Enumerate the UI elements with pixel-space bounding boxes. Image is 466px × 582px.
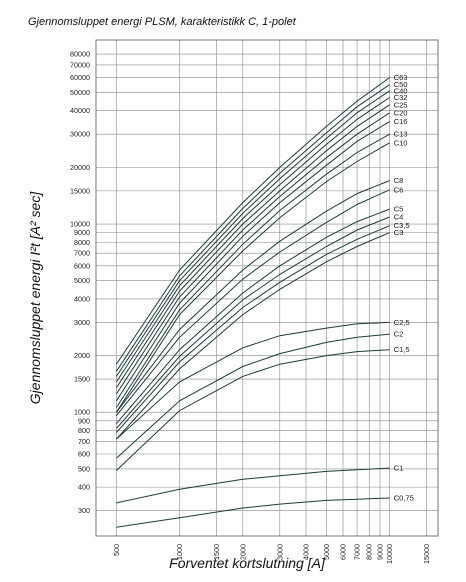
x-tick-label: 1500	[212, 544, 221, 560]
x-tick-label: 4000	[302, 544, 311, 560]
y-tick-label: 8000	[74, 238, 90, 247]
y-tick-label: 2000	[74, 351, 90, 360]
series-label: C63	[394, 73, 408, 82]
y-tick-label: 30000	[70, 130, 90, 139]
y-tick-label: 5000	[74, 276, 90, 285]
x-axis-title: Forventet kortslutning [A]	[169, 555, 326, 571]
series-label: C2,5	[394, 318, 410, 327]
series-line	[116, 216, 390, 429]
x-tick-label: 6000	[339, 544, 348, 560]
y-tick-label: 1500	[74, 375, 90, 384]
y-tick-label: 700	[78, 437, 90, 446]
series-line	[116, 333, 390, 459]
plot-frame	[95, 39, 439, 537]
series-label: C32	[394, 93, 408, 102]
y-tick-label: 10000	[70, 220, 90, 229]
series-line	[115, 104, 390, 388]
y-tick-label: 6000	[74, 261, 90, 270]
y-tick-label: 50000	[70, 88, 90, 97]
y-tick-label: 15000	[70, 186, 90, 195]
series-label: C10	[394, 138, 408, 147]
x-tick-label: 9000	[375, 544, 384, 560]
x-tick-label: 3000	[275, 544, 284, 560]
y-tick-label: 800	[78, 426, 90, 435]
series-line	[116, 232, 390, 440]
series-label: C6	[394, 185, 404, 194]
series-line	[116, 180, 390, 413]
series-label: C20	[394, 108, 408, 117]
series-label: C1,5	[394, 345, 410, 354]
series-line	[115, 84, 390, 372]
x-tick-label: 5000	[322, 544, 331, 560]
series-line	[115, 133, 390, 408]
series-label: C8	[394, 176, 404, 185]
series-label: C1	[394, 464, 404, 473]
series-line	[115, 90, 390, 377]
x-tick-label: 8000	[365, 544, 374, 560]
series-label: C2	[394, 330, 404, 339]
series-line	[115, 77, 390, 365]
y-tick-label: 20000	[70, 163, 90, 172]
x-tick-label: 500	[112, 544, 121, 556]
series-label: C3	[394, 228, 404, 237]
y-tick-label: 4000	[74, 294, 90, 303]
series-label: C16	[394, 117, 408, 126]
y-tick-label: 40000	[70, 106, 90, 115]
y-tick-label: 70000	[70, 60, 90, 69]
series-group	[115, 77, 390, 528]
y-tick-label: 9000	[74, 228, 90, 237]
series-label: C13	[394, 130, 408, 139]
y-tick-label: 1000	[74, 408, 90, 417]
series-label: C4	[394, 212, 404, 221]
y-tick-label: 400	[78, 483, 90, 492]
y-axis-title: Gjennomsluppet energi I²t [A² sec]	[27, 191, 43, 405]
y-tick-label: 7000	[74, 249, 90, 258]
series-line	[115, 112, 390, 395]
series-label: C40	[394, 86, 408, 95]
series-label: C3,5	[394, 221, 410, 230]
chart-title: Gjennomsluppet energi PLSM, karakteristi…	[28, 16, 297, 28]
series-line	[116, 225, 390, 433]
series-label: C0,75	[394, 494, 414, 503]
y-tick-label: 300	[78, 506, 90, 515]
y-tick-label: 900	[78, 416, 90, 425]
series-line	[116, 497, 390, 528]
x-axis-ticks: 500 1000 1500 2000 3000 4000 5000 6000 7000 8000 9…	[112, 544, 431, 564]
x-tick-label: 7000	[353, 544, 362, 560]
grid	[96, 40, 438, 536]
y-tick-label: 80000	[70, 50, 90, 59]
x-tick-label: 2000	[238, 544, 247, 560]
x-tick-label: 1000	[175, 544, 184, 560]
x-tick-label: 15000	[422, 544, 431, 564]
series-label: C50	[394, 80, 408, 89]
series-line	[115, 97, 390, 383]
series-line	[116, 467, 390, 504]
series-label: C25	[394, 100, 408, 109]
series-line	[116, 321, 390, 440]
y-tick-label: 3000	[74, 318, 90, 327]
series-line	[115, 142, 390, 413]
y-tick-label: 600	[78, 449, 90, 458]
series-line	[115, 121, 390, 402]
series-line	[116, 208, 390, 424]
y-tick-label: 500	[78, 464, 90, 473]
series-line	[116, 349, 390, 471]
y-tick-label: 60000	[70, 73, 90, 82]
series-line	[116, 189, 390, 416]
x-tick-label: 10000	[385, 544, 394, 564]
series-label: C5	[394, 205, 404, 214]
